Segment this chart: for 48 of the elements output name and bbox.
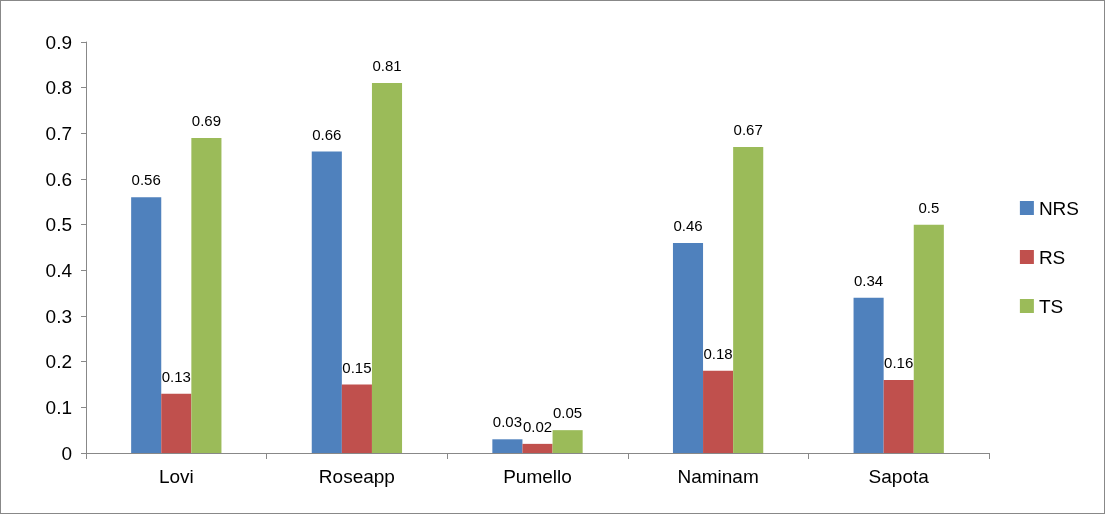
- data-label: 0.34: [854, 271, 884, 289]
- bar: [672, 242, 704, 453]
- x-tick-label: Lovi: [158, 466, 194, 487]
- data-label: 0.16: [884, 353, 914, 371]
- x-tick-label: Pumello: [503, 466, 572, 487]
- bar: [311, 151, 342, 453]
- x-tick-label: Naminam: [677, 466, 759, 487]
- y-tick-label: 0.4: [45, 259, 73, 281]
- bar: [161, 393, 192, 453]
- data-label: 0.13: [161, 367, 191, 385]
- bar: [883, 379, 914, 453]
- x-tick-label: Roseapp: [318, 466, 395, 487]
- y-tick-label: 0: [61, 442, 72, 464]
- data-label: 0.69: [191, 111, 221, 129]
- bar: [913, 224, 944, 453]
- bar: [371, 83, 403, 453]
- data-label: 0.67: [733, 121, 763, 139]
- legend-label: NRS: [1038, 197, 1080, 219]
- data-label: 0.5: [918, 198, 940, 216]
- bar: [733, 147, 764, 453]
- data-label: 0.66: [312, 125, 342, 143]
- y-tick-label: 0.8: [45, 77, 72, 99]
- legend-label: TS: [1038, 295, 1064, 317]
- bar: [191, 137, 222, 453]
- data-label: 0.46: [673, 216, 703, 234]
- bar: [552, 430, 583, 453]
- data-label: 0.05: [553, 404, 583, 422]
- y-tick-label: 0.3: [45, 305, 72, 327]
- y-tick-label: 0.1: [45, 396, 72, 418]
- bar: [522, 443, 553, 453]
- y-tick-label: 0.2: [45, 351, 72, 373]
- x-tick-label: Sapota: [868, 466, 930, 487]
- y-tick-label: 0.7: [45, 122, 72, 144]
- data-label: 0.03: [492, 413, 522, 431]
- y-tick-label: 0.6: [45, 168, 72, 190]
- bar: [853, 297, 884, 453]
- y-tick-label: 0.5: [45, 214, 72, 236]
- data-label: 0.15: [342, 358, 372, 376]
- bar: [703, 370, 734, 453]
- data-label: 0.18: [703, 344, 733, 362]
- data-label: 0.56: [131, 171, 161, 189]
- bar: [131, 197, 162, 453]
- legend-label: RS: [1038, 246, 1066, 268]
- y-tick-label: 0.9: [45, 31, 72, 53]
- data-label: 0.81: [372, 57, 402, 75]
- bar: [341, 384, 372, 453]
- bar: [492, 439, 523, 453]
- data-label: 0.02: [522, 417, 553, 435]
